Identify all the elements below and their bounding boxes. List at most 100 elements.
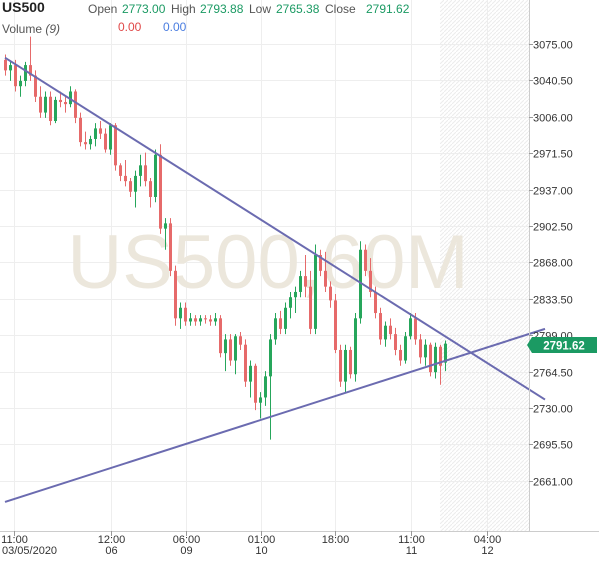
candle-body [194,318,197,322]
candle-body [109,125,112,150]
candle-body [14,65,17,87]
candle-body [149,181,152,197]
volume-value-1: 0.00 [118,20,142,34]
price-tick-label: 2833.50 [533,295,573,307]
time-tick-label: 01:00 [248,534,276,546]
candle [309,270,312,335]
candle-body [349,349,352,375]
candle [49,91,52,126]
candle [119,163,122,182]
candle [339,344,342,387]
candle-body [344,349,347,382]
candle-body [139,165,142,176]
candle-body [309,286,312,329]
candle-body [159,154,162,229]
volume-indicator[interactable]: Volume (9) [2,22,60,36]
candle [294,286,297,314]
candle [299,270,302,298]
candle-body [214,318,217,322]
candle [94,123,97,147]
candle-body [129,181,132,192]
close-label: Close [325,2,356,16]
open-value: 2773.00 [122,2,166,16]
candle-body [234,336,237,361]
candle [99,121,102,139]
candle-body [84,142,87,145]
candle [424,339,427,366]
candle [134,170,137,208]
candle-body [179,307,182,319]
price-tag: 2791.62 [527,337,597,353]
candle [109,123,112,155]
candle-body [94,128,97,139]
time-tick-label: 11:00 [398,534,425,546]
candle [174,265,177,326]
candle-body [279,318,282,329]
time-axis[interactable]: 11:0003/05/202012:000606:000901:001018:0… [1,531,501,557]
candle-body [329,286,332,301]
candle-body [249,365,252,382]
volume-label: Volume [2,22,43,36]
watermark: US500,60M [67,220,468,305]
high-label: High [171,2,196,16]
legend: US500 Open 2773.00 High 2793.88 Low 2765… [0,0,530,40]
candle-body [444,343,447,363]
candle-body [324,270,327,287]
candle [184,302,187,326]
date-tick-label: 09 [180,545,192,557]
candle-body [119,165,122,176]
candle-body [354,318,357,375]
candle-body [239,336,242,345]
candle [324,251,327,292]
candle [229,334,232,366]
candle [289,291,292,319]
candle-body [199,318,202,322]
price-tick-label: 3075.00 [533,40,573,52]
price-tick-label: 2661.00 [533,477,573,489]
candle [409,313,412,340]
candle-body [269,339,272,377]
candle-body [19,80,22,87]
time-tick-label: 04:00 [474,534,502,546]
candle [9,61,12,81]
candle [139,154,142,187]
candle-body [34,75,37,97]
candle [89,135,92,150]
candle-body [439,346,442,366]
candle-body [294,291,297,298]
date-tick-label: 03/05/2020 [2,545,57,557]
candle [34,70,37,103]
candle [144,152,147,187]
candle-body [244,344,247,382]
candle-body [429,344,432,373]
trendline-resistance [4,56,546,401]
candle [419,334,422,364]
candle-body [189,318,192,322]
candle [344,344,347,393]
price-axis[interactable]: 3075.00 3040.50 3006.00 2971.50 2937.00 2902.… [529,40,573,489]
candle [39,86,42,118]
candle [254,363,257,411]
candle [279,310,282,335]
candle [244,339,247,387]
candle [444,340,447,372]
candle-body [379,313,382,340]
candle [329,281,332,308]
open-label: Open [88,2,118,16]
price-tick-label: 2902.50 [533,222,573,234]
candle [44,91,47,118]
candle [104,128,107,153]
candle [179,302,182,329]
candle-body [219,318,222,354]
candle [199,315,202,326]
candle-body [69,91,72,105]
candle-body [164,223,167,229]
candle-body [314,255,317,329]
candle [24,61,27,87]
candle-body [419,339,422,358]
symbol-label[interactable]: US500 [2,0,45,15]
candle-body [224,339,227,354]
candle [224,334,227,372]
